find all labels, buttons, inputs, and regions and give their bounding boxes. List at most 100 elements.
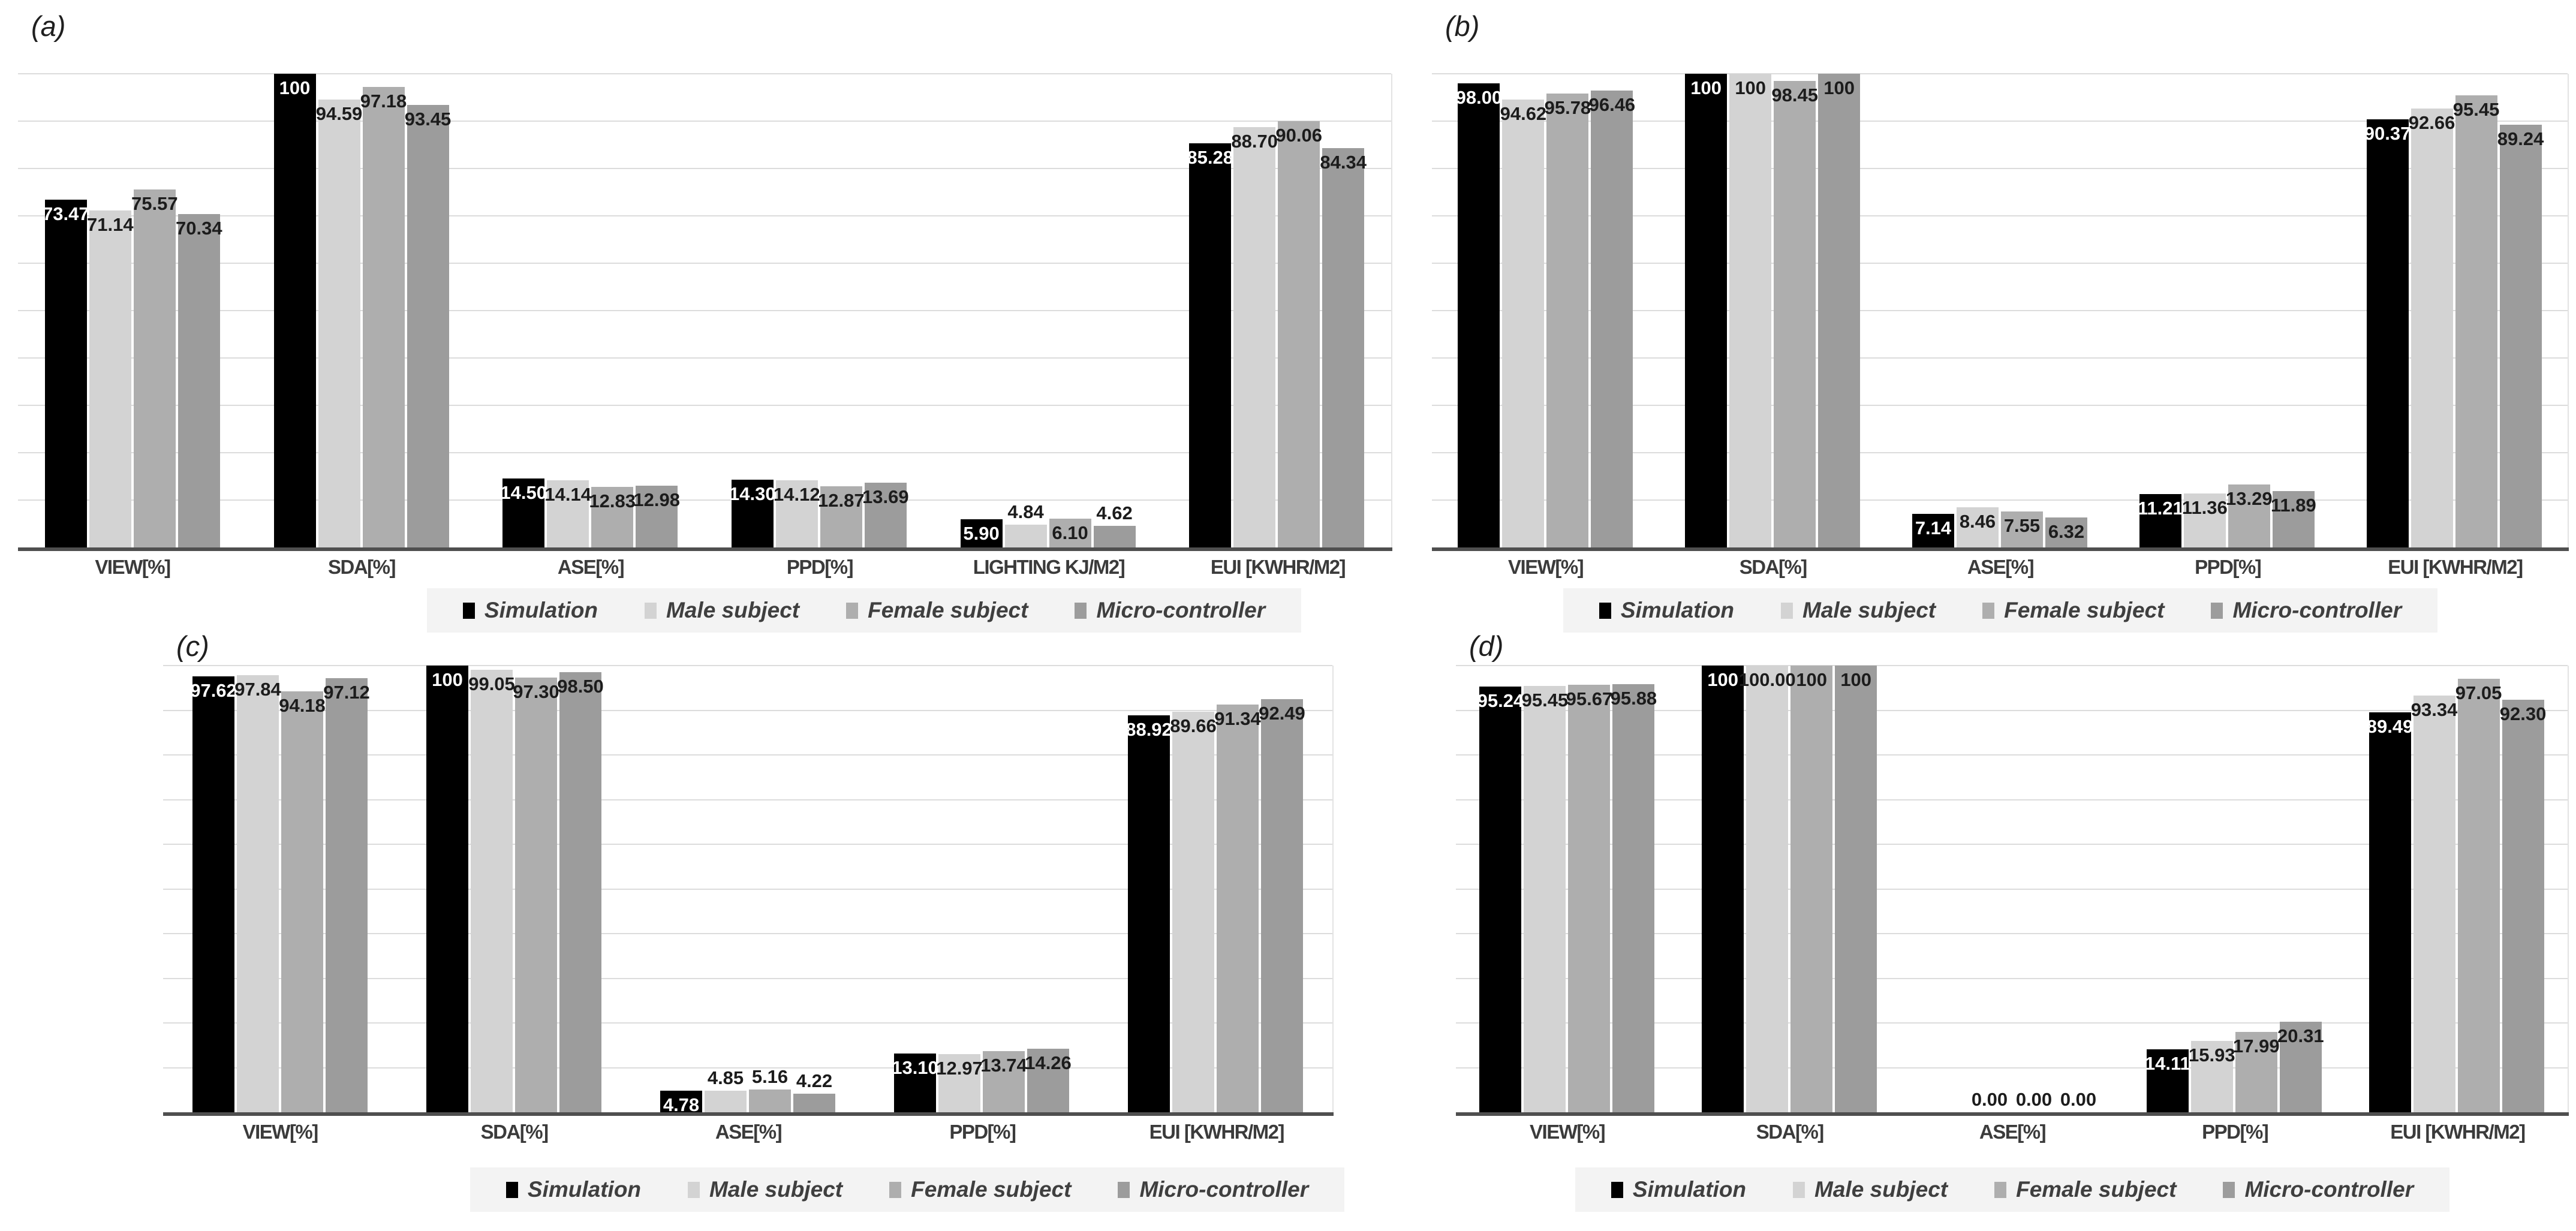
bar-slot: 98.00 [1456,74,1502,547]
bar-value-label: 100 [1823,77,1855,98]
bar-value-label: 12.98 [633,489,680,511]
bar-value-label: 93.34 [2411,699,2458,720]
bar-slot: 11.36 [2182,74,2228,547]
bar [1702,666,1744,1112]
bar-group: 90.37 92.66 95.45 89.24 [2340,74,2568,547]
bar-slot: 100 [1835,666,1877,1112]
panel-c-header: (c) [163,631,1334,666]
bar-value-label: 88.70 [1231,131,1278,152]
bar-group: 0.00 0.00 0.00 0.00 [1901,666,2123,1112]
bar-slot: 94.62 [1500,74,1546,547]
category-label: ASE[%] [1967,556,2035,578]
bar [1790,666,1833,1112]
legend-wrap: Simulation Male subject Female subject Micr… [18,588,1392,633]
gridline [1432,73,2568,74]
bar [273,74,316,547]
legend-marker-black [1599,602,1611,619]
bar-slot: 17.99 [2233,666,2280,1112]
bar-slot: 88.92 [1126,666,1172,1112]
category-label: VIEW[%] [1530,1121,1606,1143]
bar-slot: 0.00 [1924,666,1966,1112]
bar [2369,712,2411,1112]
category-label: EUI [KWHR/M2] [2390,1121,2526,1143]
bar [2411,109,2453,547]
bar-slot: 100 [1790,666,1833,1112]
panel-a: (a) 73.47 71.14 75.57 70.34 100 94.59 97.18 93.… [18,11,1392,633]
bar-group: 11.21 11.36 13.29 11.89 [2113,74,2340,547]
bar-value-label: 71.14 [87,213,134,235]
bar-value-label: 89.49 [2366,716,2414,738]
legend-item: Micro-controller [2211,598,2402,623]
bar [559,672,601,1112]
bar-slot: 15.93 [2189,666,2235,1112]
bar-value-label: 7.14 [1915,517,1952,538]
bar [281,691,323,1112]
bar-value-label: 75.57 [131,192,178,214]
legend-marker-gray [846,602,859,619]
category-label: PPD[%] [2202,1121,2269,1143]
legend-marker-gray [1793,1181,1805,1198]
bar-value-label: 0.00 [1927,1089,1964,1110]
gridline [1432,499,2568,501]
category-labels: VIEW[%] SDA[%] ASE[%] PPD[%] EUI [KWHR/M2] [163,1121,1334,1143]
bar-value-label: 100 [279,77,311,98]
bar-value-label: 98.45 [1771,85,1818,106]
bar-slot: 99.05 [468,666,515,1112]
bar-slot: 4.84 [1004,74,1047,547]
bar-value-label: 91.34 [1214,708,1261,729]
bar-slot: 93.45 [405,74,451,547]
gridline [18,263,1391,264]
bar-slot: 95.67 [1566,666,1612,1112]
bar-value-label: 100 [1796,669,1828,690]
gridline [1432,168,2568,169]
bar-group: 100 100.00 100 100 [1678,666,1901,1112]
legend-item: Male subject [645,598,799,623]
bar-groups: 98.00 94.62 95.78 96.46 100 100 98.45 100 7.14 8.… [1432,74,2568,547]
bar-value-label: 95.78 [1544,97,1591,119]
bar-slot: 12.98 [633,74,680,547]
gridline [163,1022,1332,1024]
legend-label: Female subject [868,598,1028,622]
bar-value-label: 95.45 [2452,98,2500,120]
bar-slot: 5.90 [960,74,1003,547]
bar-value-label: 92.49 [1259,702,1305,724]
bar-value-label: 97.12 [323,682,370,703]
panel-b: (b) 98.00 94.62 95.78 96.46 100 100 98.45 100 7.… [1432,11,2569,633]
gridline [163,888,1332,890]
legend-item: Female subject [889,1177,1071,1202]
bar [793,1093,835,1112]
bar-group: 85.28 88.70 90.06 84.34 [1162,74,1391,547]
bar-groups: 73.47 71.14 75.57 70.34 100 94.59 97.18 93.45 14… [18,74,1391,547]
bar-value-label: 14.50 [500,482,547,504]
legend-item: Female subject [1994,1177,2176,1202]
bar-value-label: 90.06 [1275,124,1322,146]
bar [2045,517,2087,547]
bar-slot: 97.18 [360,74,407,547]
bar-group: 100 99.05 97.30 98.50 [397,666,631,1112]
bar-value-label: 11.21 [2137,498,2183,519]
bar-groups: 97.62 97.84 94.18 97.12 100 99.05 97.30 98.50 4.… [163,666,1332,1115]
bar [1612,684,1655,1112]
legend-label: Simulation [1620,598,1735,622]
bar-value-label: 0.00 [2060,1089,2097,1110]
legend-item: Male subject [688,1177,842,1202]
bar-slot: 13.69 [862,74,909,547]
bar-group: 88.92 89.66 91.34 92.49 [1099,666,1332,1112]
bar-value-label: 100 [432,669,463,690]
gridline [163,844,1332,845]
category-label: ASE[%] [557,556,625,578]
legend-marker-gray [889,1181,902,1198]
category-label: EUI [KWHR/M2] [1149,1121,1285,1143]
bar [591,486,634,547]
bar [2502,700,2544,1112]
category-labels: VIEW[%] SDA[%] ASE[%] PPD[%] EUI [KWHR/M2] [1456,1121,2569,1143]
bar-value-label: 73.47 [43,203,89,224]
bar-value-label: 95.45 [1521,689,1569,711]
bar-slot: 100 [1818,74,1861,547]
bar [1774,81,1816,547]
legend-label: Simulation [484,598,598,622]
bar [2499,125,2542,547]
bar-value-label: 14.12 [774,484,820,505]
bar-value-label: 97.62 [190,679,237,701]
